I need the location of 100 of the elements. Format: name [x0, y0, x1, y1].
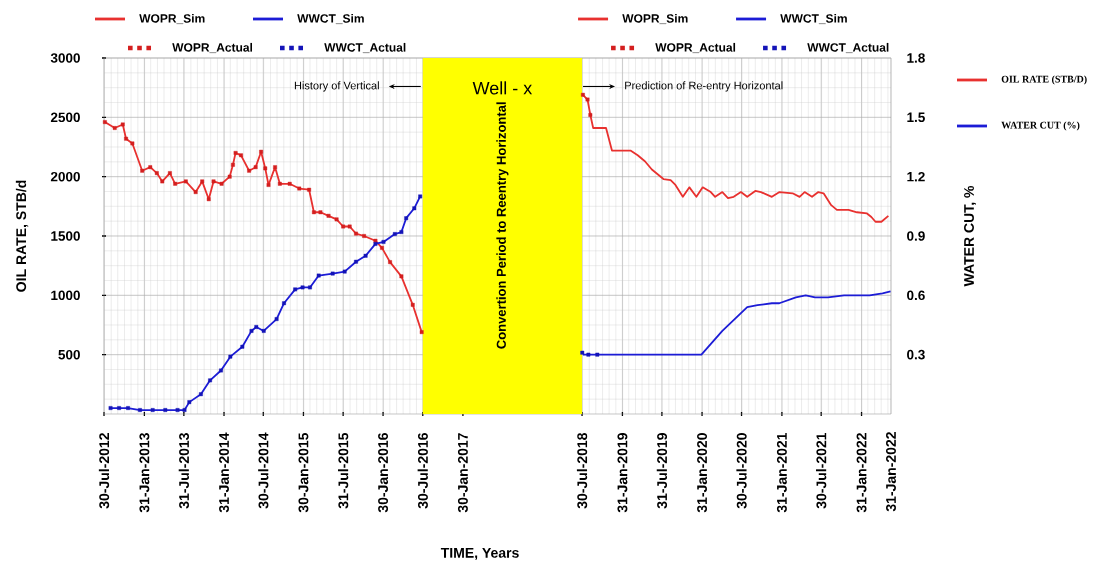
- point: [211, 179, 216, 184]
- y2-tick-label: 0.3: [907, 349, 925, 360]
- point: [326, 213, 331, 218]
- point: [261, 329, 266, 333]
- point: [108, 406, 113, 410]
- point: [130, 141, 135, 146]
- line-series: [582, 93, 890, 223]
- point: [410, 302, 415, 307]
- annotation: History of Vertical: [294, 81, 379, 92]
- point: [183, 179, 188, 184]
- y-tick-label: 2000: [50, 171, 80, 182]
- y-tick-label: 1500: [51, 231, 80, 241]
- point: [581, 92, 585, 97]
- point: [307, 187, 311, 192]
- point: [334, 217, 339, 222]
- x-tick-label: 31-Jan-2019: [617, 433, 628, 513]
- point: [373, 242, 378, 246]
- x-tick-label: 31-Jan-2022: [856, 433, 867, 513]
- point: [341, 224, 346, 229]
- point: [588, 113, 593, 117]
- x-tick-label: 31-Jul-2019: [656, 433, 668, 509]
- text: WWCT_Actual: [807, 42, 889, 54]
- point: [419, 330, 424, 335]
- text: WOPR_Sim: [622, 13, 688, 25]
- point: [247, 168, 251, 173]
- y-tick-label: 3000: [50, 53, 80, 63]
- point: [120, 122, 125, 127]
- point: [173, 181, 178, 186]
- point: [228, 354, 233, 359]
- point: [150, 408, 155, 412]
- point: [198, 392, 203, 397]
- point: [308, 285, 312, 290]
- legend-label: WOPR_Actual: [172, 42, 253, 54]
- x-tick-label: 31-Jul-2015: [337, 432, 349, 509]
- legend-label: OIL RATE (STB/D): [1001, 75, 1087, 85]
- point: [233, 151, 238, 155]
- x-tick-label: 31-Jan-2021: [776, 432, 787, 513]
- point: [318, 210, 323, 215]
- point: [300, 285, 305, 290]
- x-tick-label: 30-Jul-2021: [816, 432, 827, 509]
- point: [399, 274, 404, 279]
- text: WWCT_Sim: [780, 13, 847, 25]
- y2-tick-label: 0.6: [907, 290, 925, 301]
- point: [227, 174, 232, 179]
- legend-label: WATER CUT (%): [1001, 121, 1080, 131]
- x-tick-label: 31-Jan-2013: [139, 433, 150, 513]
- legend-label: WWCT_Actual: [324, 42, 406, 54]
- point: [418, 194, 423, 199]
- x-tick-label: 31-Jul-2013: [178, 433, 190, 509]
- point: [160, 179, 165, 184]
- x-tick-label: 31-Jan-2020: [697, 433, 708, 513]
- point: [206, 197, 211, 202]
- point: [208, 378, 212, 383]
- point: [273, 165, 277, 170]
- point: [168, 171, 172, 175]
- legend-label: WWCT_Sim: [297, 13, 364, 25]
- y2-tick-label: 1.8: [907, 53, 925, 63]
- point: [330, 271, 335, 276]
- y2-tick-label: 0.9: [907, 231, 925, 241]
- x-tick-label: 30-Jul-2018: [576, 432, 588, 509]
- point: [293, 287, 298, 292]
- point: [154, 171, 159, 175]
- point: [187, 400, 192, 405]
- point: [580, 350, 585, 355]
- point: [404, 216, 409, 221]
- point: [124, 136, 128, 141]
- point: [259, 149, 263, 154]
- point: [148, 165, 153, 170]
- point: [347, 224, 352, 229]
- point: [399, 230, 404, 234]
- point: [240, 344, 245, 349]
- point: [138, 408, 142, 412]
- y-axis-title: OIL RATE, STB/d: [15, 180, 29, 292]
- x-tick-label: 31-Jan-2014: [219, 432, 229, 513]
- point: [354, 231, 358, 236]
- text: Well - x: [472, 81, 533, 95]
- x-tick-label: 30-Jul-2012: [98, 433, 110, 509]
- point: [253, 165, 258, 170]
- point: [363, 253, 368, 258]
- point: [126, 406, 130, 410]
- point: [586, 352, 591, 357]
- point: [163, 408, 168, 412]
- point: [282, 301, 286, 306]
- y-tick-label: 1000: [51, 290, 80, 301]
- point: [380, 245, 384, 250]
- point: [412, 206, 417, 211]
- point: [102, 120, 107, 124]
- point: [277, 181, 282, 186]
- point: [249, 329, 254, 333]
- point: [239, 153, 243, 158]
- point: [595, 352, 600, 357]
- x-tick-label: 30-Jul-2020: [736, 433, 747, 509]
- legend-label: WOPR_Sim: [139, 13, 205, 25]
- band-label: Convertion Period to Reentry Horizontal: [496, 102, 509, 349]
- point: [354, 259, 358, 264]
- point: [297, 186, 302, 191]
- point: [175, 408, 180, 412]
- point: [316, 273, 321, 278]
- x-tick-label: 30-Jan-2016: [378, 433, 389, 513]
- x-tick-label: 30-Jul-2016: [417, 433, 428, 509]
